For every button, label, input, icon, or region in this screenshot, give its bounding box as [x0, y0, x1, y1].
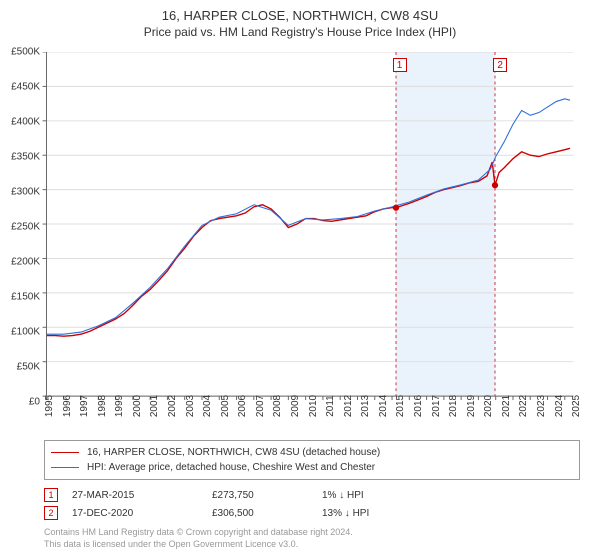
y-tick-label: £50K	[0, 362, 40, 373]
x-tick-label: 2018	[448, 395, 459, 417]
x-tick-label: 2014	[378, 395, 389, 417]
x-tick-label: 2019	[466, 395, 477, 417]
y-tick-label: £200K	[0, 257, 40, 268]
y-tick-label: £400K	[0, 117, 40, 128]
x-tick-label: 2005	[220, 395, 231, 417]
sale-date: 27-MAR-2015	[72, 490, 212, 501]
x-tick-label: 2021	[501, 395, 512, 417]
sale-delta: 13% ↓ HPI	[322, 508, 442, 519]
legend-label: HPI: Average price, detached house, Ches…	[87, 460, 375, 475]
x-tick-label: 2009	[290, 395, 301, 417]
y-tick-label: £150K	[0, 292, 40, 303]
y-tick-label: £100K	[0, 327, 40, 338]
y-tick-label: £350K	[0, 152, 40, 163]
sale-price: £306,500	[212, 508, 322, 519]
sale-marker-flag: 2	[493, 58, 507, 72]
sale-date: 17-DEC-2020	[72, 508, 212, 519]
x-tick-label: 2013	[360, 395, 371, 417]
table-row: 1 27-MAR-2015 £273,750 1% ↓ HPI	[44, 486, 580, 504]
sale-marker-flag: 1	[393, 58, 407, 72]
x-tick-label: 1996	[62, 395, 73, 417]
x-tick-label: 2003	[185, 395, 196, 417]
sale-marker-icon: 2	[44, 506, 58, 520]
x-tick-label: 2008	[272, 395, 283, 417]
y-tick-label: £450K	[0, 82, 40, 93]
table-row: 2 17-DEC-2020 £306,500 13% ↓ HPI	[44, 504, 580, 522]
x-tick-label: 2017	[431, 395, 442, 417]
legend-row: 16, HARPER CLOSE, NORTHWICH, CW8 4SU (de…	[51, 445, 573, 460]
legend-swatch	[51, 452, 79, 453]
y-tick-label: £0	[0, 397, 40, 408]
y-tick-label: £250K	[0, 222, 40, 233]
x-tick-label: 2024	[554, 395, 565, 417]
x-tick-label: 2023	[536, 395, 547, 417]
legend-and-footer: 16, HARPER CLOSE, NORTHWICH, CW8 4SU (de…	[44, 440, 580, 550]
legend-box: 16, HARPER CLOSE, NORTHWICH, CW8 4SU (de…	[44, 440, 580, 480]
legend-label: 16, HARPER CLOSE, NORTHWICH, CW8 4SU (de…	[87, 445, 380, 460]
legend-swatch	[51, 467, 79, 468]
x-tick-label: 2007	[255, 395, 266, 417]
x-tick-label: 2004	[202, 395, 213, 417]
page-root: 16, HARPER CLOSE, NORTHWICH, CW8 4SU Pri…	[0, 0, 600, 560]
x-tick-label: 2015	[395, 395, 406, 417]
chart-titles: 16, HARPER CLOSE, NORTHWICH, CW8 4SU Pri…	[0, 0, 600, 39]
chart-subtitle: Price paid vs. HM Land Registry's House …	[0, 25, 600, 39]
x-tick-label: 2010	[308, 395, 319, 417]
sale-price: £273,750	[212, 490, 322, 501]
y-tick-label: £500K	[0, 47, 40, 58]
x-tick-label: 2025	[571, 395, 582, 417]
legend-row: HPI: Average price, detached house, Ches…	[51, 460, 573, 475]
x-tick-label: 2001	[149, 395, 160, 417]
sale-marker-icon: 1	[44, 488, 58, 502]
footer-line: This data is licensed under the Open Gov…	[44, 538, 580, 550]
x-tick-label: 2016	[413, 395, 424, 417]
chart-title: 16, HARPER CLOSE, NORTHWICH, CW8 4SU	[0, 8, 600, 23]
chart-svg	[40, 52, 576, 402]
x-tick-label: 2012	[343, 395, 354, 417]
footer-line: Contains HM Land Registry data © Crown c…	[44, 526, 580, 538]
y-tick-label: £300K	[0, 187, 40, 198]
sales-table: 1 27-MAR-2015 £273,750 1% ↓ HPI 2 17-DEC…	[44, 486, 580, 522]
sale-delta: 1% ↓ HPI	[322, 490, 442, 501]
x-tick-label: 1998	[97, 395, 108, 417]
footer-note: Contains HM Land Registry data © Crown c…	[44, 526, 580, 550]
x-tick-label: 1995	[44, 395, 55, 417]
x-tick-label: 2002	[167, 395, 178, 417]
x-tick-label: 2011	[325, 395, 336, 417]
x-tick-label: 2000	[132, 395, 143, 417]
x-tick-label: 1999	[114, 395, 125, 417]
x-tick-label: 2020	[483, 395, 494, 417]
chart-area: £0£50K£100K£150K£200K£250K£300K£350K£400…	[44, 52, 580, 402]
x-tick-label: 2006	[237, 395, 248, 417]
x-tick-label: 1997	[79, 395, 90, 417]
x-tick-label: 2022	[518, 395, 529, 417]
